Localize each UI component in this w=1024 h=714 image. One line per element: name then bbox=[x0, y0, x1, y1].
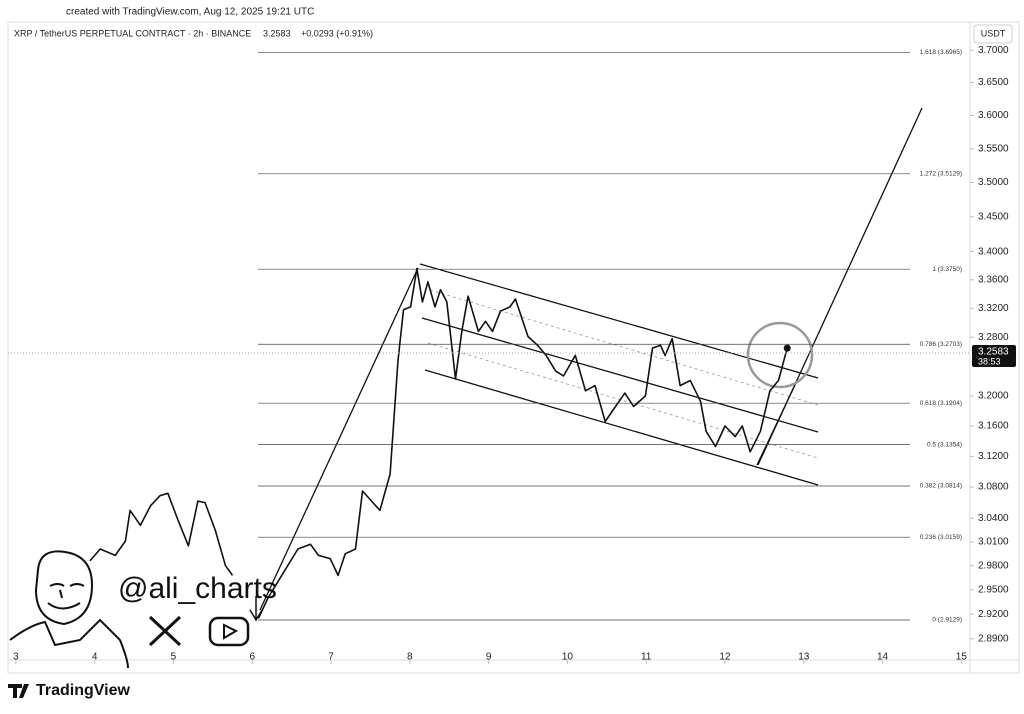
last-price-tag bbox=[972, 345, 1016, 368]
symbol-title: XRP / TetherUS PERPETUAL CONTRACT · 2h ·… bbox=[14, 28, 251, 38]
x-tick-label: 9 bbox=[486, 652, 492, 663]
avatar-head bbox=[34, 550, 94, 626]
y-tick-label: 3.0400 bbox=[978, 513, 1009, 524]
y-tick-label: 3.5500 bbox=[978, 143, 1009, 154]
channel-dash bbox=[427, 342, 819, 459]
brand: TradingView bbox=[36, 682, 131, 699]
y-tick-label: 3.6000 bbox=[978, 110, 1009, 121]
x-tick-label: 15 bbox=[956, 652, 968, 663]
x-tick-label: 6 bbox=[249, 652, 255, 663]
youtube-play bbox=[223, 623, 239, 640]
x-tick-label: 4 bbox=[92, 652, 98, 663]
x-tick-label: 12 bbox=[719, 652, 731, 663]
countdown: 38:53 bbox=[978, 356, 1001, 366]
trend-line bbox=[756, 384, 796, 466]
y-tick-label: 3.1200 bbox=[978, 451, 1009, 462]
fib-label: 1.618 (3.6965) bbox=[920, 49, 962, 56]
y-tick-label: 3.5000 bbox=[978, 177, 1009, 188]
x-tick-label: 10 bbox=[562, 652, 574, 663]
y-tick-label: 2.9200 bbox=[978, 609, 1009, 620]
y-tick-label: 3.6500 bbox=[978, 77, 1009, 88]
change: +0.0293 (+0.91%) bbox=[301, 28, 373, 38]
avatar-face bbox=[47, 583, 85, 610]
channel-mid bbox=[421, 317, 819, 433]
frame bbox=[7, 21, 1020, 674]
y-tick-label: 2.9800 bbox=[978, 560, 1009, 571]
y-tick-label: 3.2000 bbox=[978, 391, 1009, 402]
last-point bbox=[783, 344, 791, 352]
channel-bottom bbox=[424, 369, 819, 486]
x-tick-label: 8 bbox=[407, 652, 413, 663]
fib-label: 0.5 (3.1354) bbox=[927, 441, 962, 448]
y-tick-label: 3.0800 bbox=[978, 482, 1009, 493]
drawings bbox=[259, 107, 923, 611]
fib-label: 0 (2.9129) bbox=[932, 617, 962, 624]
x-tick-label: 7 bbox=[328, 652, 334, 663]
fib-label: 0.618 (3.1904) bbox=[920, 400, 962, 407]
fib-label: 0.382 (3.0814) bbox=[920, 483, 962, 490]
y-tick-label: 3.7000 bbox=[978, 45, 1009, 56]
youtube-icon bbox=[208, 616, 250, 647]
fib-label: 0.786 (3.2703) bbox=[920, 341, 962, 348]
channel-top bbox=[419, 263, 819, 379]
last-price-header: 3.2583 bbox=[263, 28, 291, 38]
channel-dash bbox=[429, 289, 819, 406]
y-tick-label: 3.3600 bbox=[978, 274, 1009, 285]
y-tick-label: 3.4500 bbox=[978, 211, 1009, 222]
y-tick-label: 3.1600 bbox=[978, 421, 1009, 432]
y-tick-label: 2.9500 bbox=[978, 584, 1009, 595]
fib-label: 1 (3.3750) bbox=[932, 266, 962, 273]
y-tick-label: 2.8900 bbox=[978, 633, 1009, 644]
x-icon bbox=[148, 615, 182, 647]
x-tick-label: 11 bbox=[641, 652, 652, 663]
y-tick-label: 3.2800 bbox=[978, 332, 1009, 343]
avatar-body bbox=[9, 618, 129, 669]
y-tick-label: 3.3200 bbox=[978, 303, 1009, 314]
x-tick-label: 3 bbox=[13, 652, 19, 663]
created-note: created with TradingView.com, Aug 12, 20… bbox=[66, 7, 314, 18]
x-tick-label: 5 bbox=[171, 652, 177, 663]
y-tick-label: 3.4000 bbox=[978, 246, 1009, 257]
watermark: @ali_charts bbox=[118, 572, 277, 605]
trend-line bbox=[259, 267, 419, 611]
currency: USDT bbox=[981, 28, 1006, 38]
currency-box bbox=[973, 24, 1013, 44]
brand-logo bbox=[8, 684, 29, 698]
y-tick-label: 3.0100 bbox=[978, 537, 1009, 548]
fib-label: 1.272 (3.5129) bbox=[920, 171, 962, 178]
price-line bbox=[89, 267, 788, 619]
fib-label: 0.236 (3.0159) bbox=[920, 534, 962, 541]
x-tick-label: 13 bbox=[798, 652, 810, 663]
highlight-circle bbox=[746, 321, 814, 389]
x-tick-label: 14 bbox=[877, 652, 889, 663]
last-price-label: 3.2583 bbox=[978, 347, 1009, 358]
